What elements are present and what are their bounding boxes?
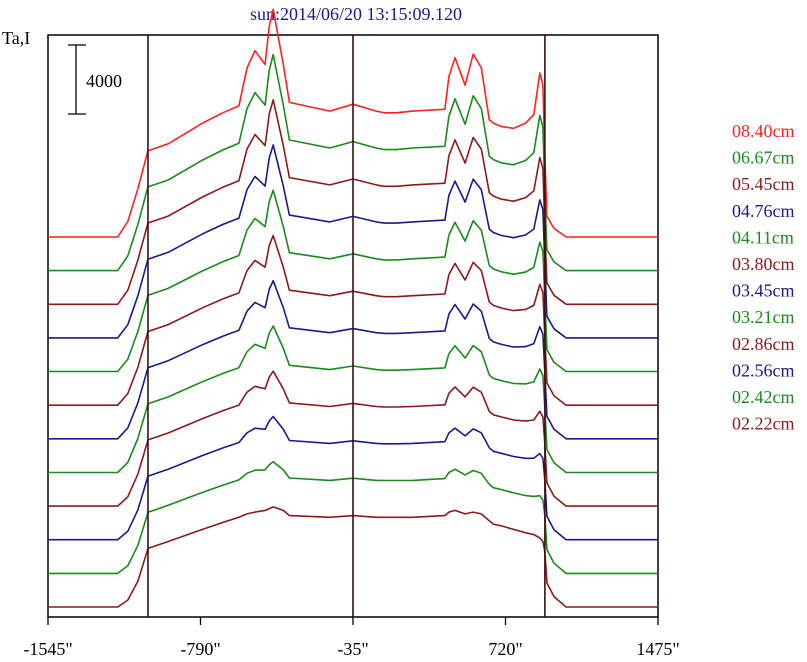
legend-entry-02.42cm: 02.42cm <box>732 387 795 407</box>
series-line-02.86cm <box>48 370 658 507</box>
series-lines <box>48 8 658 608</box>
series-line-02.56cm <box>48 415 658 541</box>
chart-title: sun:2014/06/20 13:15:09.120 <box>250 4 462 24</box>
series-line-05.45cm <box>48 99 658 306</box>
series-line-04.11cm <box>48 189 658 373</box>
scale-bar: 4000 <box>68 44 122 115</box>
x-tick-label: 1475" <box>636 639 679 659</box>
series-line-03.80cm <box>48 234 658 406</box>
legend-entry-03.21cm: 03.21cm <box>732 307 795 327</box>
legend-entry-02.86cm: 02.86cm <box>732 334 795 354</box>
vertical-markers <box>147 35 546 617</box>
legend-entry-02.22cm: 02.22cm <box>732 414 795 434</box>
series-line-06.67cm <box>48 53 658 272</box>
scale-bar-label: 4000 <box>86 71 122 91</box>
legend-entry-04.11cm: 04.11cm <box>732 227 794 247</box>
legend: 08.40cm 06.67cm 05.45cm 04.76cm 04.11cm 03.80… <box>732 121 795 434</box>
legend-entry-03.45cm: 03.45cm <box>732 281 795 301</box>
legend-entry-02.56cm: 02.56cm <box>732 360 795 380</box>
x-axis-ticks: -1545" -790" -35" 720" 1475" <box>23 617 680 659</box>
legend-entry-03.80cm: 03.80cm <box>732 254 795 274</box>
x-tick-label: -1545" <box>23 639 72 659</box>
series-line-03.45cm <box>48 279 658 440</box>
x-tick-label: -35" <box>337 639 368 659</box>
series-line-08.40cm <box>48 8 658 238</box>
legend-entry-08.40cm: 08.40cm <box>732 121 795 141</box>
x-tick-label: 720" <box>488 639 522 659</box>
series-line-03.21cm <box>48 325 658 474</box>
legend-entry-05.45cm: 05.45cm <box>732 174 795 194</box>
series-line-04.76cm <box>48 144 658 339</box>
legend-entry-04.76cm: 04.76cm <box>732 201 795 221</box>
series-line-02.42cm <box>48 460 658 575</box>
series-line-02.22cm <box>48 506 658 608</box>
legend-entry-06.67cm: 06.67cm <box>732 148 795 168</box>
y-axis-label: Ta,I <box>2 28 30 48</box>
x-tick-label: -790" <box>180 639 220 659</box>
